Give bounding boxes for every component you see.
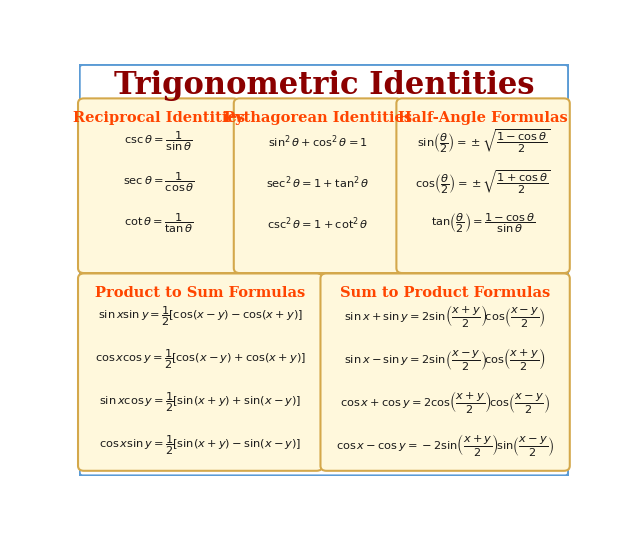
Text: $\sin x\sin y = \dfrac{1}{2}\!\left[\cos(x-y)-\cos(x+y)\right]$: $\sin x\sin y = \dfrac{1}{2}\!\left[\cos… xyxy=(97,304,303,327)
Text: $\sec^2\theta = 1 + \tan^2\theta$: $\sec^2\theta = 1 + \tan^2\theta$ xyxy=(266,174,370,191)
Text: $\sin x-\sin y = 2\sin\!\left(\dfrac{x-y}{2}\right)\!\cos\!\left(\dfrac{x+y}{2}\: $\sin x-\sin y = 2\sin\!\left(\dfrac{x-y… xyxy=(344,346,546,372)
Text: Sum to Product Formulas: Sum to Product Formulas xyxy=(340,286,550,300)
Text: Half-Angle Formulas: Half-Angle Formulas xyxy=(398,111,568,125)
Text: $\cos x\cos y = \dfrac{1}{2}\!\left[\cos(x-y)+\cos(x+y)\right]$: $\cos x\cos y = \dfrac{1}{2}\!\left[\cos… xyxy=(95,347,306,371)
Text: $\csc\theta = \dfrac{1}{\sin\theta}$: $\csc\theta = \dfrac{1}{\sin\theta}$ xyxy=(125,129,193,153)
Text: Reciprocal Identities: Reciprocal Identities xyxy=(73,111,245,125)
Text: $\csc^2\theta = 1 + \cot^2\theta$: $\csc^2\theta = 1 + \cot^2\theta$ xyxy=(267,215,369,232)
Text: $\tan\!\left(\dfrac{\theta}{2}\right) = \dfrac{1-\cos\theta}{\sin\theta}$: $\tan\!\left(\dfrac{\theta}{2}\right) = … xyxy=(431,212,535,235)
Text: $\sin x\cos y = \dfrac{1}{2}\!\left[\sin(x+y)+\sin(x-y)\right]$: $\sin x\cos y = \dfrac{1}{2}\!\left[\sin… xyxy=(99,391,301,414)
FancyBboxPatch shape xyxy=(79,64,569,476)
Text: Pythagorean Identities: Pythagorean Identities xyxy=(224,111,412,125)
Text: $\sec\theta = \dfrac{1}{\cos\theta}$: $\sec\theta = \dfrac{1}{\cos\theta}$ xyxy=(123,171,195,194)
Text: $\cos x-\cos y = -2\sin\!\left(\dfrac{x+y}{2}\right)\!\sin\!\left(\dfrac{x-y}{2}: $\cos x-\cos y = -2\sin\!\left(\dfrac{x+… xyxy=(336,432,554,458)
Text: $\cot\theta = \dfrac{1}{\tan\theta}$: $\cot\theta = \dfrac{1}{\tan\theta}$ xyxy=(124,212,193,235)
FancyBboxPatch shape xyxy=(396,98,570,273)
Text: Product to Sum Formulas: Product to Sum Formulas xyxy=(95,286,305,300)
Text: $\sin x+\sin y = 2\sin\!\left(\dfrac{x+y}{2}\right)\!\cos\!\left(\dfrac{x-y}{2}\: $\sin x+\sin y = 2\sin\!\left(\dfrac{x+y… xyxy=(344,303,546,329)
FancyBboxPatch shape xyxy=(78,273,322,471)
Text: $\cos\!\left(\dfrac{\theta}{2}\right) = \pm\sqrt{\dfrac{1+\cos\theta}{2}}$: $\cos\!\left(\dfrac{\theta}{2}\right) = … xyxy=(415,169,551,196)
Text: $\cos x+\cos y = 2\cos\!\left(\dfrac{x+y}{2}\right)\!\cos\!\left(\dfrac{x-y}{2}\: $\cos x+\cos y = 2\cos\!\left(\dfrac{x+y… xyxy=(340,389,550,415)
Text: $\sin^2\theta + \cos^2\theta = 1$: $\sin^2\theta + \cos^2\theta = 1$ xyxy=(268,133,368,150)
Text: Trigonometric Identities: Trigonometric Identities xyxy=(114,70,534,101)
Text: $\sin\!\left(\dfrac{\theta}{2}\right) = \pm\sqrt{\dfrac{1-\cos\theta}{2}}$: $\sin\!\left(\dfrac{\theta}{2}\right) = … xyxy=(416,127,550,155)
FancyBboxPatch shape xyxy=(78,98,239,273)
FancyBboxPatch shape xyxy=(234,98,403,273)
FancyBboxPatch shape xyxy=(320,273,570,471)
Text: $\cos x\sin y = \dfrac{1}{2}\!\left[\sin(x+y)-\sin(x-y)\right]$: $\cos x\sin y = \dfrac{1}{2}\!\left[\sin… xyxy=(99,433,301,457)
